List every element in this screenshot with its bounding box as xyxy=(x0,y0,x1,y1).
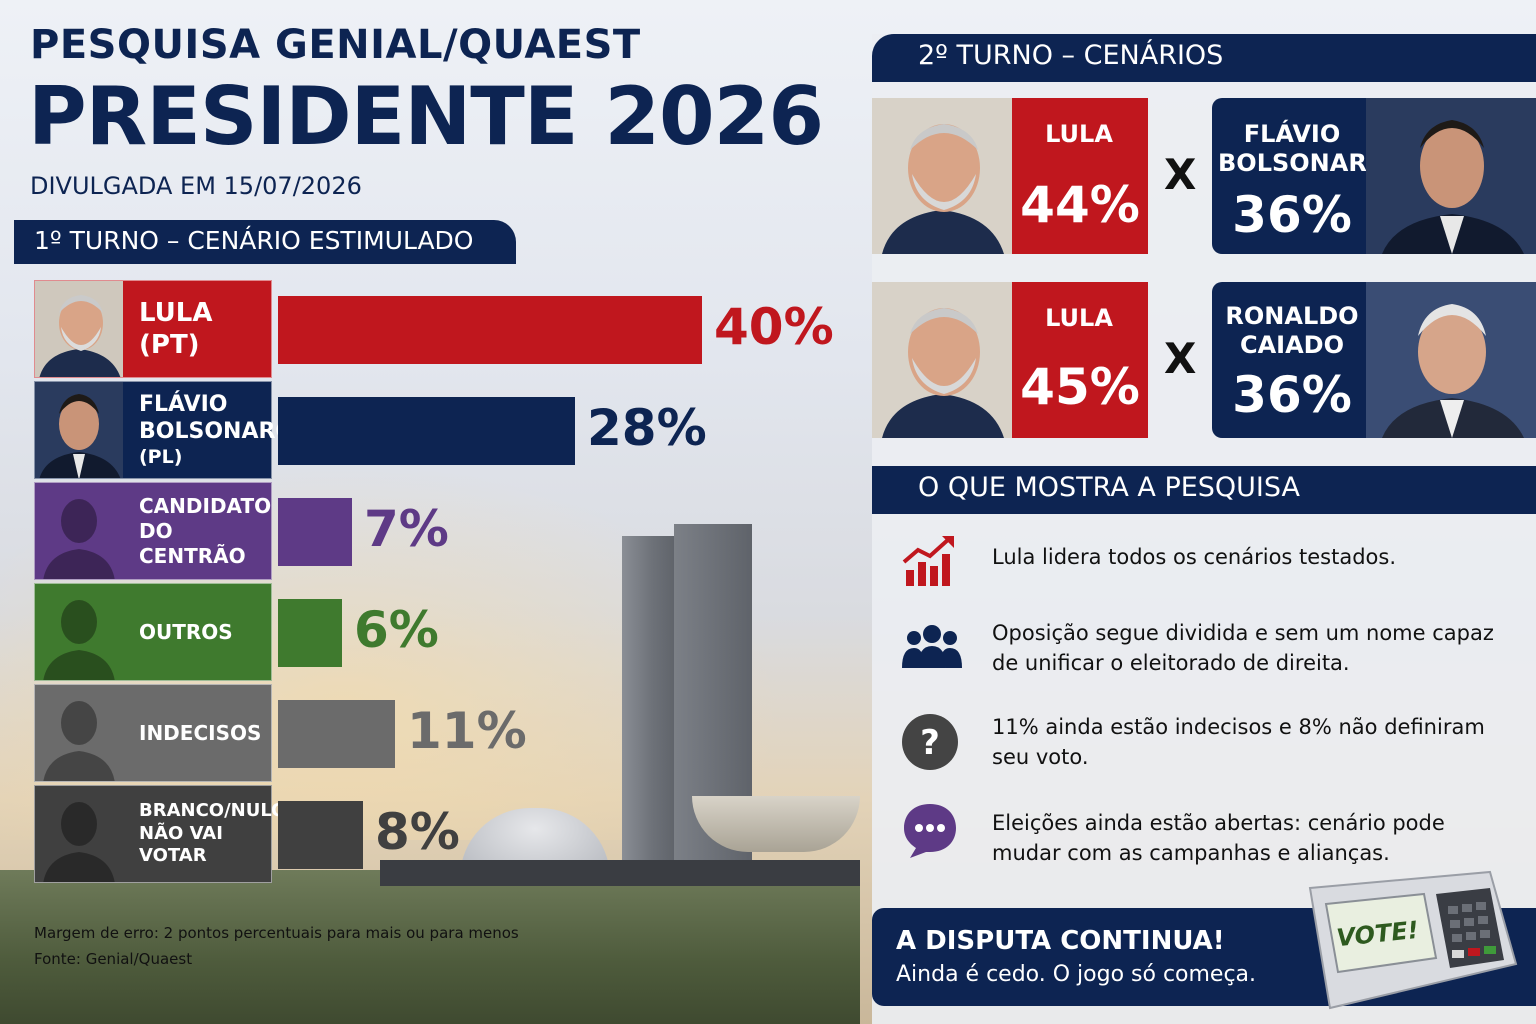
congress-tower-left xyxy=(622,536,684,866)
candidate-row-candidato-centrao: CANDIDATO DO CENTRÃO xyxy=(34,482,272,580)
bar-value-flavio-bolsonaro: 28% xyxy=(587,399,707,457)
bar-outros xyxy=(278,599,342,667)
scenario-1-right-name: FLÁVIO BOLSONARO xyxy=(1218,120,1388,177)
chamber-bowl xyxy=(692,796,860,852)
candidate-label-line: OUTROS xyxy=(139,619,233,644)
source-note: Fonte: Genial/Quaest xyxy=(34,950,193,968)
candidate-row-flavio-bolsonaro: FLÁVIO BOLSONARO (PL) xyxy=(34,381,294,479)
insight-1: Lula lidera todos os cenários testados. xyxy=(992,545,1397,569)
candidate-photo-flavio-bolsonaro xyxy=(35,382,123,478)
scenario-1-vs: X xyxy=(1164,150,1197,199)
scenario-2-vs: X xyxy=(1164,334,1197,383)
candidate-label-indecisos: INDECISOS xyxy=(123,685,271,781)
caiado-photo xyxy=(1366,282,1536,438)
lawn xyxy=(0,870,860,1024)
candidate-label-line: CANDIDATO xyxy=(139,493,272,518)
question-mark-icon: ? xyxy=(900,712,960,772)
candidate-label-line: (PL) xyxy=(139,445,183,468)
candidate-row-outros: OUTROS xyxy=(34,583,272,681)
bar-value-lula: 40% xyxy=(714,298,834,356)
congress-platform xyxy=(380,860,860,886)
lula-photo xyxy=(872,98,1012,254)
bar-value-branco-nulo: 8% xyxy=(375,803,460,861)
scenario-1-right-pct: 36% xyxy=(1232,186,1352,244)
insight-4: Eleições ainda estão abertas: cenário po… xyxy=(992,811,1445,866)
scenario-1-left-pct: 44% xyxy=(1020,176,1140,234)
candidate-label-line: (PT) xyxy=(139,330,200,360)
insights-section-title: O QUE MOSTRA A PESQUISA xyxy=(872,466,1536,514)
people-group-icon xyxy=(900,616,962,676)
candidate-label-lula: LULA (PT) xyxy=(123,281,271,377)
candidate-label-line: DO CENTRÃO xyxy=(139,518,246,568)
scenario-1-left-name: LULA xyxy=(1045,120,1113,148)
candidate-label-line: BOLSONARO xyxy=(139,419,295,445)
candidate-label-candidato-centrao: CANDIDATO DO CENTRÃO xyxy=(123,483,271,579)
page-title: PRESIDENTE 2026 xyxy=(28,70,824,163)
bar-flavio-bolsonaro xyxy=(278,397,575,465)
scenario-2-left-pct: 45% xyxy=(1020,358,1140,416)
svg-text:?: ? xyxy=(920,723,940,763)
candidate-row-indecisos: INDECISOS xyxy=(34,684,272,782)
candidate-photo-branco-nulo xyxy=(35,786,123,882)
candidate-label-line: NÃO VAI VOTAR xyxy=(139,822,223,867)
scenario-2-right-pct: 36% xyxy=(1232,366,1352,424)
candidate-label-line: FLÁVIO xyxy=(139,391,228,417)
insight-2: Oposição segue dividida e sem um nome ca… xyxy=(992,621,1494,676)
bar-value-candidato-centrao: 7% xyxy=(364,500,449,558)
candidate-photo-lula xyxy=(35,281,123,377)
bar-indecisos xyxy=(278,700,395,768)
flavio-photo xyxy=(1366,98,1536,254)
footer-subtitle: Ainda é cedo. O jogo só começa. xyxy=(896,962,1257,987)
lula-photo-2 xyxy=(872,282,1012,438)
candidate-row-lula: LULA (PT) xyxy=(34,280,272,378)
candidate-photo-candidato-centrao xyxy=(35,483,123,579)
candidate-photo-outros xyxy=(35,584,123,680)
insight-3: 11% ainda estão indecisos e 8% não defin… xyxy=(992,715,1485,770)
bar-candidato-centrao xyxy=(278,498,352,566)
second-round-section-title: 2º TURNO – CENÁRIOS xyxy=(872,34,1536,82)
candidate-label-branco-nulo: BRANCO/NULO/NÃO VAI VOTAR xyxy=(123,786,293,882)
bar-value-indecisos: 11% xyxy=(407,702,527,760)
scenario-2-right-name: RONALDO CAIADO xyxy=(1225,302,1359,359)
candidate-label-line: INDECISOS xyxy=(139,720,262,745)
candidate-label-line: LULA xyxy=(139,297,213,328)
candidate-photo-indecisos xyxy=(35,685,123,781)
release-date: DIVULGADA EM 15/07/2026 xyxy=(30,172,362,200)
speech-bubble-icon xyxy=(900,800,960,860)
candidate-label-flavio-bolsonaro: FLÁVIO BOLSONARO (PL) xyxy=(123,382,294,478)
footer-title: A DISPUTA CONTINUA! xyxy=(896,926,1225,956)
voting-machine-icon: VOTE! xyxy=(1290,864,1522,1012)
scenario-2-left-name: LULA xyxy=(1045,304,1113,332)
bar-value-outros: 6% xyxy=(354,601,439,659)
candidate-row-branco-nulo: BRANCO/NULO/NÃO VAI VOTAR xyxy=(34,785,293,883)
pre-title: PESQUISA GENIAL/QUAEST xyxy=(30,22,641,68)
candidate-label-outros: OUTROS xyxy=(123,584,271,680)
bar-lula xyxy=(278,296,702,364)
bar-branco-nulo xyxy=(278,801,363,869)
first-round-section-title: 1º TURNO – CENÁRIO ESTIMULADO xyxy=(14,220,516,264)
trending-up-chart-icon xyxy=(900,532,960,592)
margin-of-error: Margem de erro: 2 pontos percentuais par… xyxy=(34,924,519,942)
candidate-label-line: BRANCO/NULO/ xyxy=(139,800,294,822)
